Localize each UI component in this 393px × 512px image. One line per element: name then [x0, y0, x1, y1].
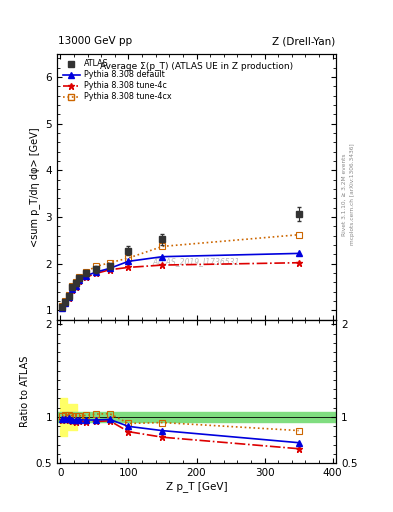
Text: ATLAS_2019_I1736531: ATLAS_2019_I1736531 [153, 257, 240, 266]
Text: 13000 GeV pp: 13000 GeV pp [58, 36, 132, 46]
Text: Rivet 3.1.10, ≥ 3.2M events: Rivet 3.1.10, ≥ 3.2M events [342, 153, 347, 236]
Text: Average Σ(p_T) (ATLAS UE in Z production): Average Σ(p_T) (ATLAS UE in Z production… [100, 62, 293, 71]
Y-axis label: Ratio to ATLAS: Ratio to ATLAS [20, 356, 30, 427]
Text: mcplots.cern.ch [arXiv:1306.3436]: mcplots.cern.ch [arXiv:1306.3436] [350, 144, 355, 245]
X-axis label: Z p_T [GeV]: Z p_T [GeV] [166, 481, 227, 492]
Legend: ATLAS, Pythia 8.308 default, Pythia 8.308 tune-4c, Pythia 8.308 tune-4cx: ATLAS, Pythia 8.308 default, Pythia 8.30… [61, 58, 173, 103]
Text: Z (Drell-Yan): Z (Drell-Yan) [272, 36, 335, 46]
Y-axis label: <sum p_T/dη dφ> [GeV]: <sum p_T/dη dφ> [GeV] [29, 127, 40, 246]
